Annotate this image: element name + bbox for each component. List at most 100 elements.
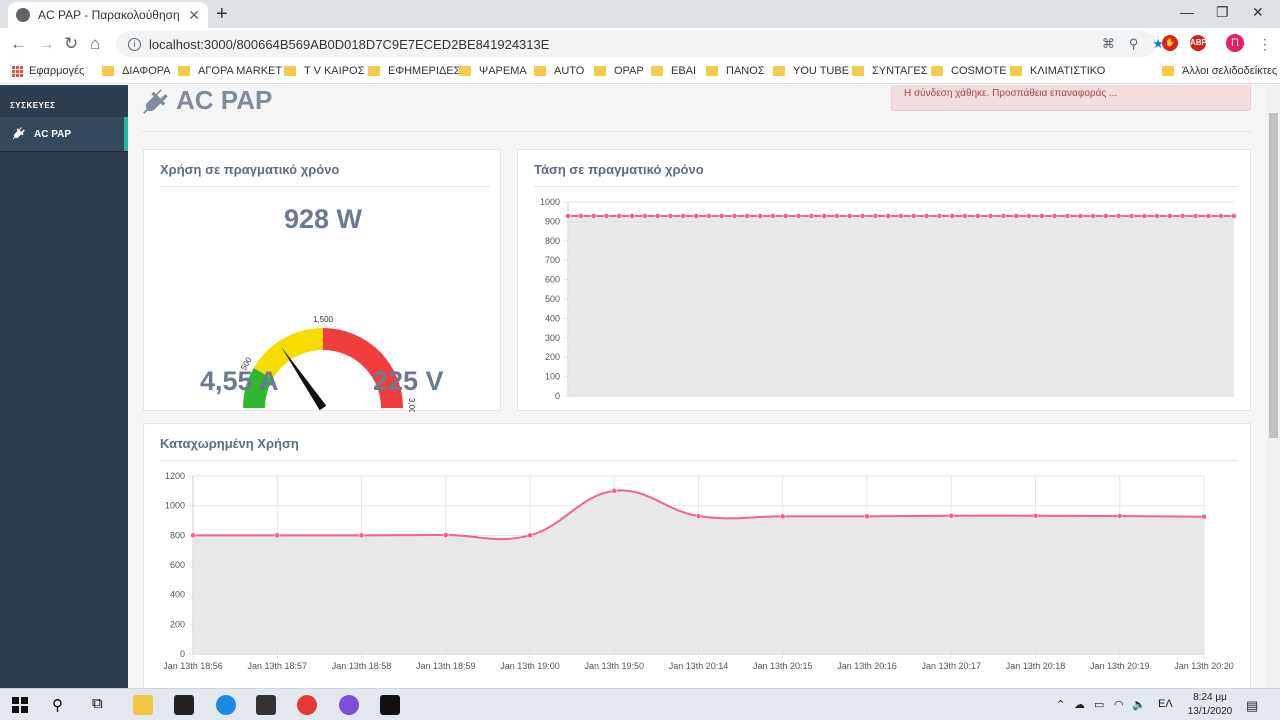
y-tick-label: 400	[545, 313, 560, 323]
data-point	[695, 513, 702, 519]
chrome-icon[interactable]	[297, 695, 317, 715]
back-icon[interactable]: ←	[10, 34, 27, 53]
wifi-icon[interactable]: ◠	[1114, 699, 1124, 711]
mail-icon[interactable]	[256, 695, 276, 715]
bookmark-folder[interactable]: ΟΡΑΡ	[594, 65, 644, 77]
home-icon[interactable]: ⌂	[90, 34, 101, 53]
panel-divider	[160, 186, 490, 187]
new-tab-button[interactable]: +	[216, 3, 228, 25]
zoom-icon[interactable]: ⚲	[1128, 36, 1139, 51]
battery-icon[interactable]: ▭	[1094, 699, 1105, 711]
gauge-tick-label: 3,000	[407, 398, 416, 412]
store-icon[interactable]	[174, 695, 194, 715]
area-fill	[193, 490, 1204, 654]
info-icon[interactable]: i	[128, 37, 141, 51]
scrollbar-track[interactable]	[1267, 85, 1280, 688]
tab-title: AC PAP - Παρακολούθηση ενέργ	[38, 8, 182, 22]
clock-time: 8:24 μμ	[1193, 692, 1227, 703]
close-icon[interactable]: ✕	[188, 6, 200, 23]
notifications-icon[interactable]: ▤	[1246, 698, 1259, 713]
bookmark-folder[interactable]: ΔΙΑΦΟΡΑ	[102, 65, 171, 77]
bookmark-star-icon[interactable]: ★	[1152, 36, 1164, 51]
x-tick-label: Jan 13th 18:58	[332, 661, 392, 671]
x-tick-label: Jan 13th 18:57	[247, 661, 307, 671]
viber-icon[interactable]	[339, 695, 359, 715]
onedrive-icon[interactable]: ☁	[1074, 699, 1085, 711]
extension-stop-icon[interactable]: ✋	[1162, 35, 1178, 51]
adblock-icon[interactable]: ABP	[1190, 35, 1207, 51]
forward-icon[interactable]: →	[38, 34, 55, 53]
connection-alert: Η σύνδεση χάθηκε. Προσπάθεια επαναφοράς …	[891, 85, 1251, 111]
data-point	[987, 213, 994, 219]
task-view-icon[interactable]: ⧉	[92, 695, 103, 712]
sidebar-item-label: AC PAP	[34, 128, 72, 140]
x-tick-label: Jan 13th 20:19	[1090, 661, 1150, 671]
maximize-icon[interactable]: ❐	[1216, 4, 1229, 20]
scrollbar-thumb[interactable]	[1269, 113, 1278, 438]
bookmark-folder[interactable]: T V ΚΑΙΡΟΣ	[284, 65, 364, 77]
data-point	[872, 213, 879, 219]
data-point	[1141, 213, 1148, 219]
browser-tab[interactable]: AC PAP - Παρακολούθηση ενέργ ✕	[8, 2, 208, 28]
bookmark-apps[interactable]: Εφαρμογές	[12, 65, 84, 77]
data-point	[1077, 213, 1084, 219]
folder-icon	[651, 66, 663, 76]
window-close-icon[interactable]: ✕	[1252, 4, 1264, 20]
url-text: localhost:3000/800664B569AB0D018D7C9E7EC…	[149, 36, 550, 52]
photos-icon[interactable]	[380, 695, 400, 715]
data-point	[1154, 213, 1160, 219]
menu-icon[interactable]: ⋮	[1258, 36, 1272, 52]
search-icon[interactable]: ⚲	[52, 697, 63, 714]
bookmark-folder[interactable]: AUTO	[534, 65, 584, 77]
bookmark-folder[interactable]: ΨΑΡΕΜΑ	[459, 65, 527, 77]
data-point	[680, 213, 687, 219]
reload-icon[interactable]: ↻	[64, 34, 79, 53]
data-point	[962, 213, 968, 219]
taskbar: ⚲ ⧉ ⌃ ☁ ▭ ◠ 🔈 ΕΛ 8:24 μμ 13/1/2020 ▤	[0, 688, 1280, 720]
bookmark-folder[interactable]: ΠΑΝΟΣ	[706, 65, 765, 77]
address-bar[interactable]: i localhost:3000/800664B569AB0D018D7C9E7…	[116, 31, 1156, 57]
data-point	[565, 213, 571, 219]
bookmark-folder[interactable]: COSMOTE	[931, 65, 1007, 77]
bookmark-folder[interactable]: YOU TUBE	[773, 65, 849, 77]
translate-icon[interactable]: ⌘	[1101, 36, 1115, 51]
bookmark-folder[interactable]: ΚΛΙΜΑΤΙΣΤΙΚΟ	[1010, 65, 1105, 77]
y-tick-label: 200	[170, 619, 185, 629]
data-point	[1180, 213, 1186, 219]
sidebar-item-ac-pap[interactable]: AC PAP	[0, 117, 128, 151]
data-point	[1000, 213, 1007, 219]
windows-start-icon[interactable]	[12, 697, 28, 713]
chevron-up-icon[interactable]: ⌃	[1056, 699, 1066, 711]
bookmark-folder[interactable]: ΕΒΑΙ	[651, 65, 696, 77]
data-point	[654, 213, 661, 219]
clock[interactable]: 8:24 μμ 13/1/2020	[1180, 691, 1240, 719]
folder-icon	[459, 66, 471, 76]
edge-icon[interactable]	[216, 695, 236, 715]
data-point	[1026, 213, 1032, 219]
x-tick-label: Jan 13th 18:59	[416, 661, 476, 671]
data-point	[616, 213, 622, 219]
bookmark-folder[interactable]: ΑΓΟΡΑ MARKET	[178, 65, 282, 77]
data-point	[274, 532, 280, 539]
x-tick-label: Jan 13th 19:50	[584, 661, 644, 671]
y-tick-label: 1000	[540, 197, 560, 207]
file-explorer-icon[interactable]	[133, 695, 153, 715]
data-point	[590, 213, 597, 219]
minimize-icon[interactable]: —	[1180, 4, 1194, 20]
panel-title: Καταχωρημένη Χρήση	[160, 436, 299, 451]
language-indicator[interactable]: ΕΛ	[1158, 698, 1173, 710]
other-bookmarks[interactable]: Άλλοι σελιδοδείκτες	[1162, 65, 1277, 77]
bookmark-label: Εφαρμογές	[29, 65, 85, 77]
plug-icon	[143, 88, 168, 114]
data-point	[1128, 213, 1135, 219]
globe-icon	[16, 8, 30, 22]
bookmark-folder[interactable]: ΣΥΝΤΑΓΕΣ	[852, 65, 928, 77]
bookmark-folder[interactable]: ΕΦΗΜΕΡΙΔΕΣ	[368, 65, 460, 77]
bookmark-label: ΣΥΝΤΑΓΕΣ	[872, 65, 928, 77]
profile-avatar[interactable]: Π	[1226, 34, 1244, 52]
volume-icon[interactable]: 🔈	[1132, 699, 1146, 711]
data-point	[1201, 514, 1207, 520]
folder-icon	[931, 66, 943, 76]
folder-icon	[1162, 66, 1174, 76]
x-tick-label: Jan 13th 20:15	[753, 661, 813, 671]
